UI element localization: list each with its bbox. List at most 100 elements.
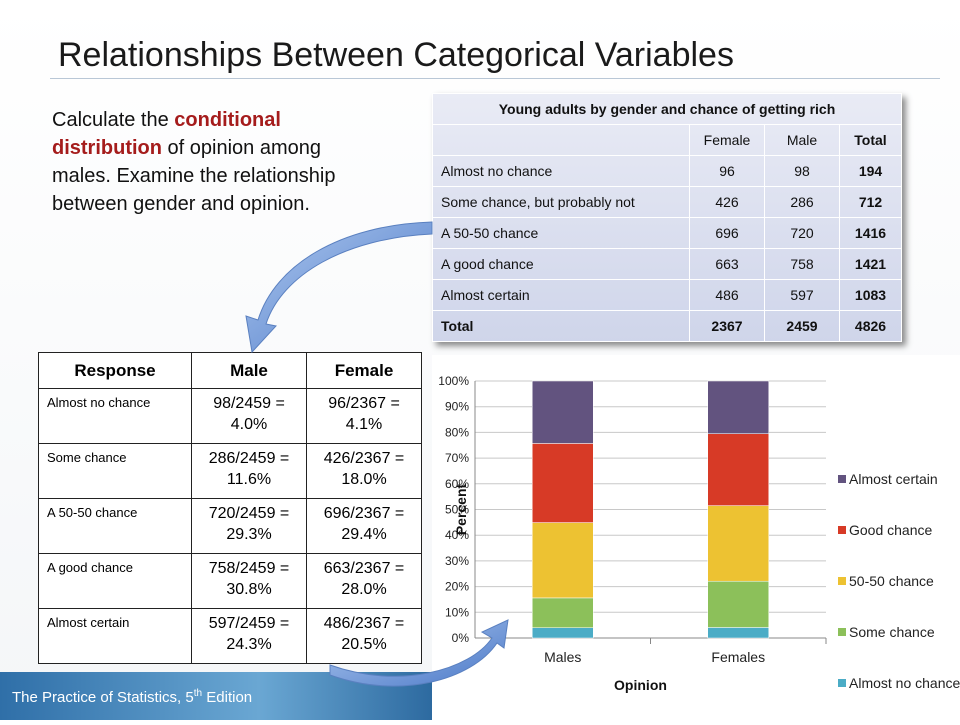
y-tick-label: 70%: [445, 451, 469, 465]
text: The Practice of Statistics, 5: [12, 689, 194, 706]
chart: 0% 10% 20% 30% 40% 50% 60% 70% 80% 90% 100% Males Fe…: [438, 374, 960, 693]
row-label: Almost no chance: [432, 155, 690, 187]
cell: 712: [839, 186, 902, 218]
row-label: Almost no chance: [38, 388, 192, 444]
highlight: conditional distribution: [52, 109, 281, 159]
bar-segment: [707, 380, 769, 434]
header-cell: Female: [306, 352, 422, 389]
text: Edition: [202, 689, 253, 706]
x-axis-label: Opinion: [614, 677, 667, 693]
cell: 1083: [839, 279, 902, 311]
corner-cell: [432, 124, 690, 156]
y-tick-label: 20%: [445, 580, 469, 594]
legend-label: Good chance: [849, 522, 932, 538]
y-tick-label: 10%: [445, 605, 469, 619]
cell: 663: [689, 248, 765, 280]
header-row: Response Male Female: [38, 352, 422, 389]
row: A good chance 758/2459 = 30.8% 663/2367 = …: [38, 553, 422, 609]
counts-table: Young adults by gender and chance of get…: [432, 93, 902, 342]
row: Some chance, but probably not 426 286 712: [432, 186, 902, 218]
bar-segment: [532, 522, 594, 599]
bar-segment: [532, 380, 594, 444]
x-tick-label: Males: [544, 649, 581, 665]
legend-swatch: [838, 526, 846, 534]
row: A 50-50 chance 696 720 1416: [432, 217, 902, 249]
y-tick-label: 100%: [438, 374, 469, 388]
cell: 2459: [764, 310, 840, 342]
cell: 96: [689, 155, 765, 187]
row-label: Some chance: [38, 443, 192, 499]
legend-label: Almost no chance: [849, 675, 960, 691]
row: Almost no chance 96 98 194: [432, 155, 902, 187]
header-row: Female Male Total: [432, 124, 902, 156]
conditional-table: Response Male Female Almost no chance 98/245…: [38, 352, 422, 664]
header-cell: Male: [191, 352, 307, 389]
y-tick-label: 80%: [445, 425, 469, 439]
header-cell: Male: [764, 124, 840, 156]
y-tick-label: 0%: [452, 631, 470, 645]
cell: 663/2367 = 28.0%: [306, 553, 422, 609]
cell: 1421: [839, 248, 902, 280]
row-label: Total: [432, 310, 690, 342]
legend-swatch: [838, 577, 846, 585]
bar-segment: [707, 627, 769, 639]
slide-title: Relationships Between Categorical Variab…: [58, 36, 734, 74]
cell: 696/2367 = 29.4%: [306, 498, 422, 554]
legend-label: 50-50 chance: [849, 573, 934, 589]
row: Almost no chance 98/2459 = 4.0% 96/2367 = …: [38, 388, 422, 444]
cell: 4826: [839, 310, 902, 342]
cell: 286/2459 = 11.6%: [191, 443, 307, 499]
bar-segment: [707, 580, 769, 628]
y-tick-label: 30%: [445, 554, 469, 568]
cell: 597: [764, 279, 840, 311]
cell: 426/2367 = 18.0%: [306, 443, 422, 499]
row-label: A good chance: [38, 553, 192, 609]
legend-swatch: [838, 679, 846, 687]
row: A good chance 663 758 1421: [432, 248, 902, 280]
cell: 96/2367 = 4.1%: [306, 388, 422, 444]
header-cell: Female: [689, 124, 765, 156]
bar-segment: [532, 443, 594, 523]
cell: 486: [689, 279, 765, 311]
x-tick-label: Females: [711, 649, 765, 665]
row: Young adults by gender and chance of get…: [432, 93, 902, 125]
row: Total 2367 2459 4826: [432, 310, 902, 342]
bar-segment: [707, 505, 769, 582]
body-text: Calculate the conditional distribution o…: [52, 106, 362, 218]
cell: 98: [764, 155, 840, 187]
bar-segment: [707, 433, 769, 506]
row-label: A good chance: [432, 248, 690, 280]
legend-label: Some chance: [849, 624, 935, 640]
table-title: Young adults by gender and chance of get…: [432, 93, 902, 125]
row-label: Almost certain: [432, 279, 690, 311]
row-label: Almost certain: [38, 608, 192, 664]
footer-text: The Practice of Statistics, 5th Edition: [12, 688, 252, 706]
y-tick-label: 60%: [445, 477, 469, 491]
cell: 597/2459 = 24.3%: [191, 608, 307, 664]
header-cell: Total: [839, 124, 902, 156]
title-rule: [50, 78, 940, 79]
y-tick-label: 90%: [445, 400, 469, 414]
cell: 2367: [689, 310, 765, 342]
row: Almost certain 597/2459 = 24.3% 486/2367 =…: [38, 608, 422, 664]
cell: 720: [764, 217, 840, 249]
legend-swatch: [838, 628, 846, 636]
cell: 720/2459 = 29.3%: [191, 498, 307, 554]
row: Some chance 286/2459 = 11.6% 426/2367 = 18…: [38, 443, 422, 499]
text: of opinion among males. Examine the rela…: [52, 137, 336, 215]
legend-label: Almost certain: [849, 471, 938, 487]
chart-box: 0% 10% 20% 30% 40% 50% 60% 70% 80% 90% 100% Males Fe…: [432, 355, 960, 720]
cell: 758/2459 = 30.8%: [191, 553, 307, 609]
bar-segment: [532, 597, 594, 628]
cell: 286: [764, 186, 840, 218]
cell: 486/2367 = 20.5%: [306, 608, 422, 664]
y-tick-label: 40%: [445, 528, 469, 542]
header-cell: Response: [38, 352, 192, 389]
row: Almost certain 486 597 1083: [432, 279, 902, 311]
legend-swatch: [838, 475, 846, 483]
cell: 1416: [839, 217, 902, 249]
superscript: th: [193, 688, 203, 699]
cell: 426: [689, 186, 765, 218]
y-axis-label: Percent: [453, 483, 469, 535]
